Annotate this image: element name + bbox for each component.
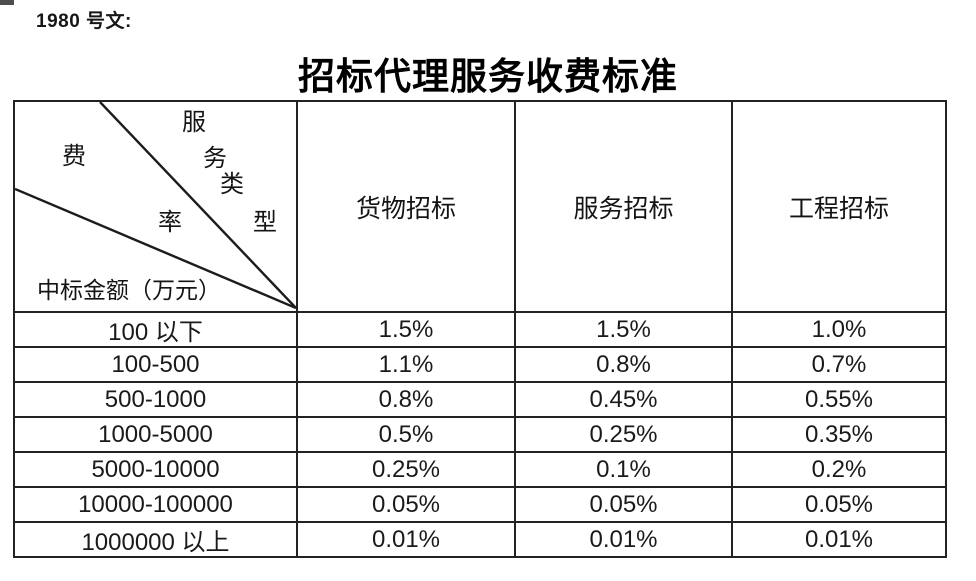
fee-schedule-table: 服 务 类 型 费 率 中标金额（万元） 货物招标 服务招标 工程招标 100 … xyxy=(13,100,947,558)
fee-value-goods: 0.8% xyxy=(296,381,514,416)
fee-value-goods: 0.01% xyxy=(296,521,514,556)
fee-value-goods: 0.25% xyxy=(296,451,514,486)
corner-label-service-type-char: 类 xyxy=(220,172,244,198)
corner-label-service-type-char: 服 xyxy=(182,110,206,136)
row-amount-label: 500-1000 xyxy=(15,381,296,416)
fee-value-engineering: 0.7% xyxy=(731,346,945,381)
row-amount-label: 100 以下 xyxy=(15,311,296,346)
corner-header-cell: 服 务 类 型 费 率 中标金额（万元） xyxy=(15,102,296,311)
column-header-goods: 货物招标 xyxy=(296,102,514,311)
column-header-service: 服务招标 xyxy=(514,102,731,311)
fee-value-engineering: 0.05% xyxy=(731,486,945,521)
row-amount-label: 10000-100000 xyxy=(15,486,296,521)
corner-label-service-type-char: 务 xyxy=(203,146,227,172)
fee-value-goods: 1.1% xyxy=(296,346,514,381)
fee-value-engineering: 0.2% xyxy=(731,451,945,486)
fee-value-goods: 0.05% xyxy=(296,486,514,521)
diagonal-split-lines xyxy=(15,102,296,310)
row-amount-label: 5000-10000 xyxy=(15,451,296,486)
doc-number: 1980 号文: xyxy=(36,11,132,32)
corner-label-fee-rate-char: 费 xyxy=(62,144,86,170)
fee-value-service: 0.01% xyxy=(514,521,731,556)
fee-value-service: 0.25% xyxy=(514,416,731,451)
fee-value-engineering: 1.0% xyxy=(731,311,945,346)
fee-value-service: 0.1% xyxy=(514,451,731,486)
corner-label-amount-axis: 中标金额（万元） xyxy=(37,278,221,303)
fee-value-goods: 0.5% xyxy=(296,416,514,451)
fee-value-service: 0.05% xyxy=(514,486,731,521)
row-amount-label: 1000-5000 xyxy=(15,416,296,451)
fee-value-service: 0.45% xyxy=(514,381,731,416)
corner-label-service-type-char: 型 xyxy=(253,210,277,236)
row-amount-label: 1000000 以上 xyxy=(15,521,296,556)
row-amount-label: 100-500 xyxy=(15,346,296,381)
scan-artifact-dash xyxy=(0,0,14,5)
fee-value-service: 0.8% xyxy=(514,346,731,381)
page-title: 招标代理服务收费标准 xyxy=(298,57,678,98)
fee-value-service: 1.5% xyxy=(514,311,731,346)
fee-value-engineering: 0.55% xyxy=(731,381,945,416)
fee-value-goods: 1.5% xyxy=(296,311,514,346)
column-header-engineering: 工程招标 xyxy=(731,102,945,311)
fee-value-engineering: 0.01% xyxy=(731,521,945,556)
corner-label-fee-rate-char: 率 xyxy=(158,210,182,236)
fee-value-engineering: 0.35% xyxy=(731,416,945,451)
